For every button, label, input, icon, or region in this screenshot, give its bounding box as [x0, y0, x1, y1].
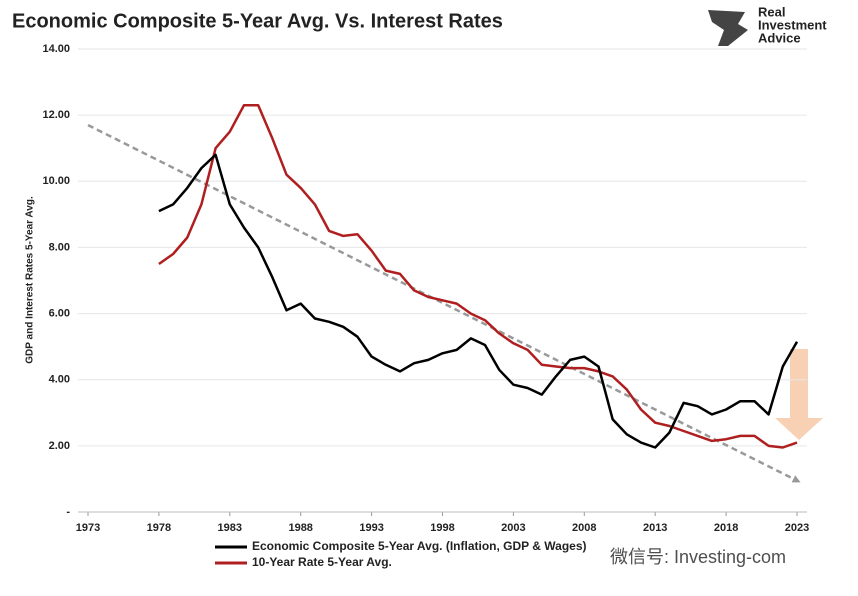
- y-tick-label: 10.00: [42, 175, 70, 187]
- y-tick-label: 14.00: [42, 43, 70, 55]
- y-axis-label: GDP and Interest Rates 5-Year Avg.: [25, 196, 36, 364]
- legend-label: 10-Year Rate 5-Year Avg.: [252, 555, 392, 569]
- x-tick-label: 1978: [147, 522, 171, 534]
- x-tick-label: 2008: [572, 522, 596, 534]
- y-tick-label: 6.00: [49, 307, 70, 319]
- y-tick-label: -: [66, 506, 70, 518]
- x-tick-label: 1998: [430, 522, 454, 534]
- x-tick-label: 1988: [288, 522, 312, 534]
- logo-text: Advice: [758, 30, 801, 45]
- x-tick-label: 2003: [501, 522, 525, 534]
- series-line: [158, 153, 799, 449]
- logo: Real Investment Advice: [708, 4, 827, 46]
- logo-text: Investment: [758, 17, 827, 32]
- legend-label: Economic Composite 5-Year Avg. (Inflatio…: [252, 539, 587, 553]
- y-tick-label: 2.00: [49, 440, 70, 452]
- watermark: 微信号: Investing-com: [610, 547, 786, 567]
- x-tick-label: 1973: [76, 522, 100, 534]
- y-tick-label: 12.00: [42, 109, 70, 121]
- x-tick-label: 2013: [643, 522, 667, 534]
- x-tick-label: 1983: [218, 522, 242, 534]
- x-tick-label: 1993: [359, 522, 383, 534]
- series-line: [158, 103, 798, 449]
- logo-icon: [708, 10, 748, 46]
- chart-title: Economic Composite 5-Year Avg. Vs. Inter…: [12, 10, 503, 32]
- y-tick-label: 8.00: [49, 241, 70, 253]
- x-tick-label: 2023: [785, 522, 809, 534]
- down-arrow: [775, 349, 823, 440]
- logo-text: Real: [758, 4, 785, 19]
- y-tick-label: 4.00: [49, 374, 70, 386]
- x-tick-label: 2018: [714, 522, 738, 534]
